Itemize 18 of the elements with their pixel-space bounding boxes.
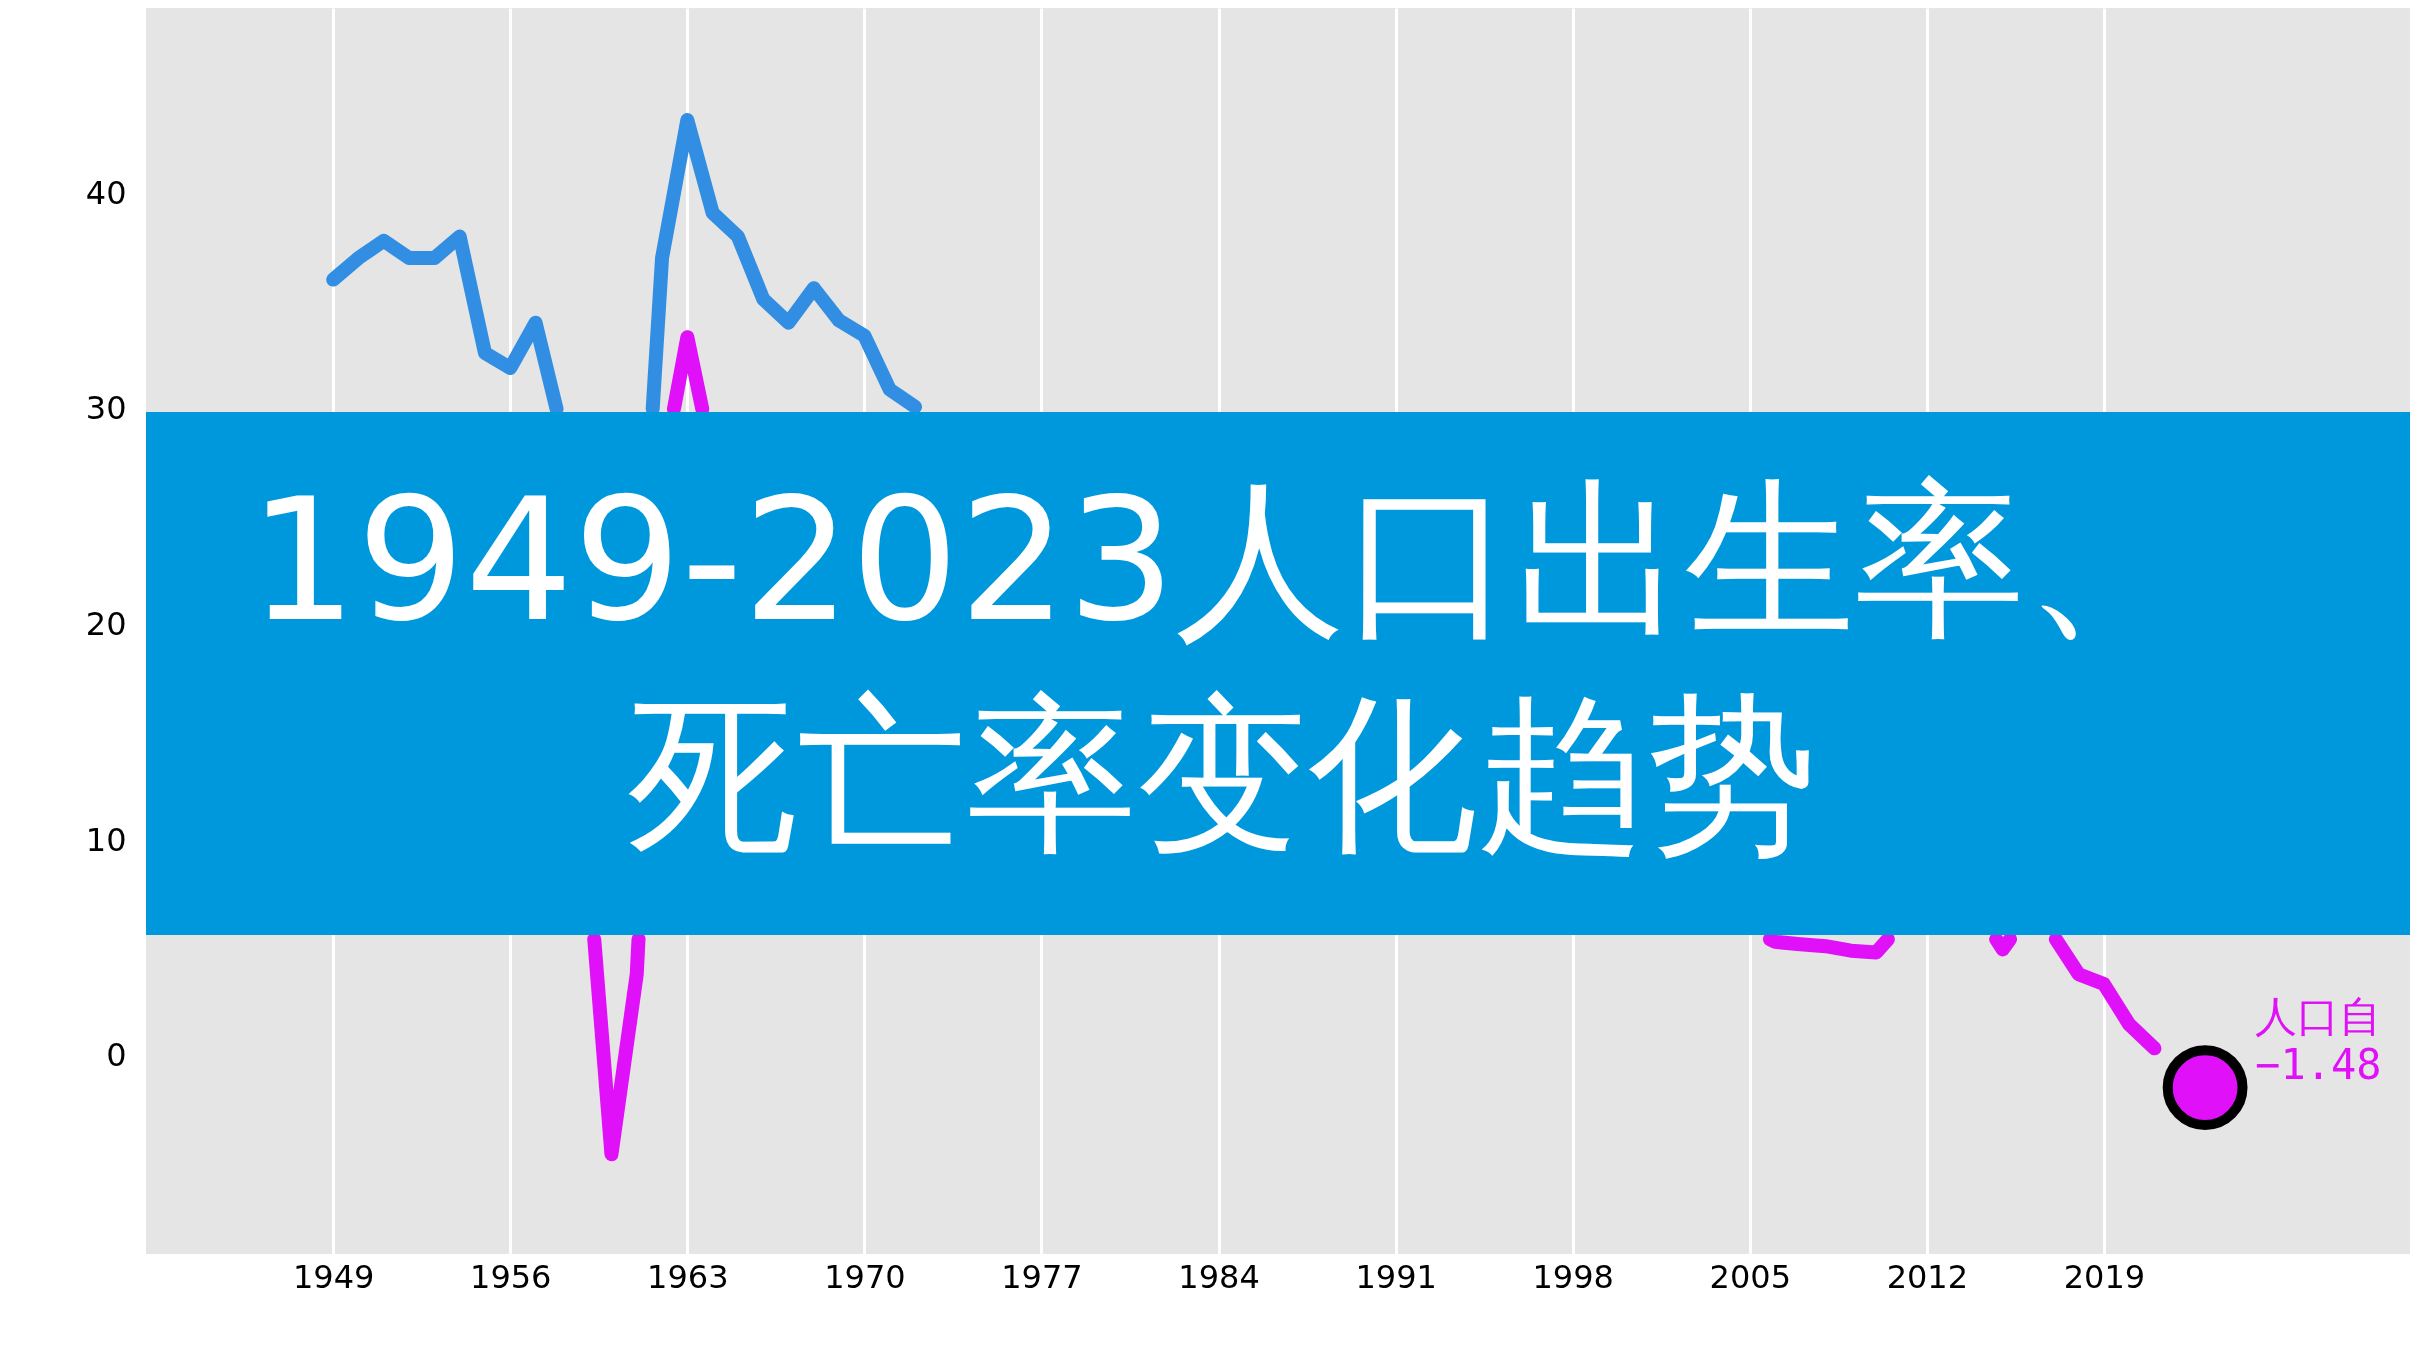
x-tick-label: 2005: [1709, 1257, 1791, 1296]
x-tick-label: 1998: [1532, 1257, 1614, 1296]
x-tick-label: 1963: [647, 1257, 729, 1296]
y-tick-label: 0: [106, 1036, 127, 1075]
x-tick-label: 2019: [2063, 1257, 2146, 1296]
x-tick-label: 1984: [1178, 1257, 1260, 1296]
y-tick-label: 10: [85, 820, 127, 859]
x-tick-label: 2012: [1886, 1257, 1969, 1296]
text: 1949-2023人口出生率、死亡率变化趋势: [248, 461, 2196, 874]
x-tick-label: 1970: [824, 1257, 906, 1296]
y-tick-label: 20: [85, 605, 127, 644]
annotation: 人口自 −1.48: [2255, 991, 2382, 1089]
y-tick-label: 30: [85, 389, 127, 428]
x-tick-label: 1956: [470, 1257, 552, 1296]
y-tick-label: 40: [85, 173, 127, 212]
x-tick-label: 1949: [292, 1257, 375, 1296]
x-tick-label: 1977: [1001, 1257, 1083, 1296]
x-tick-label: 1991: [1355, 1257, 1437, 1296]
